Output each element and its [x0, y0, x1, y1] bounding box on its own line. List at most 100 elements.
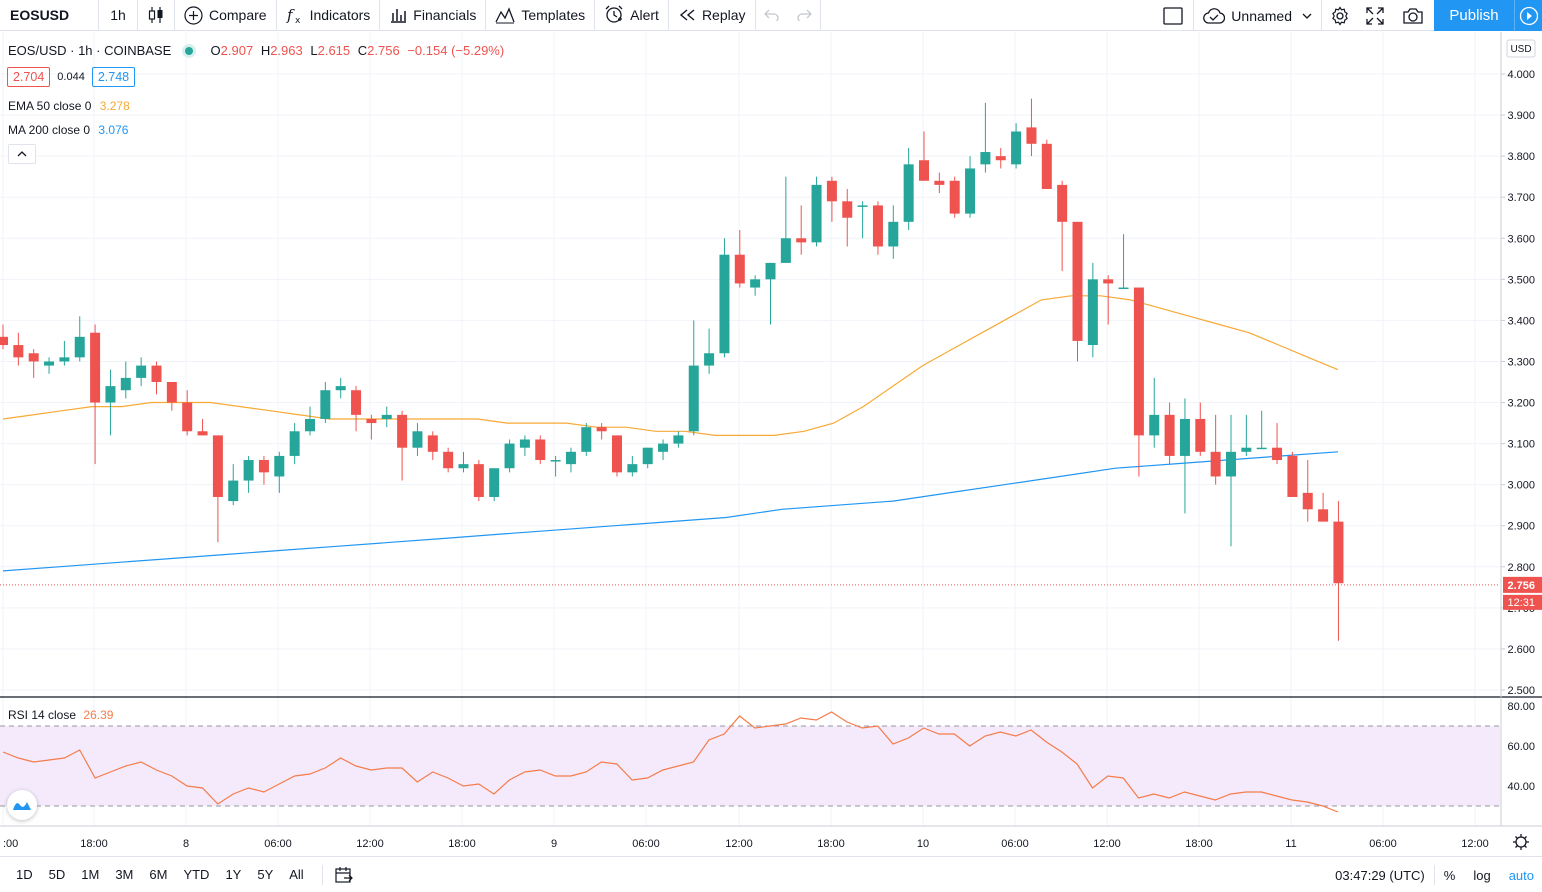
range-1m[interactable]: 1M — [81, 867, 100, 882]
price-chart[interactable]: 2.5002.6002.7002.8002.9003.0003.1003.200… — [0, 32, 1542, 855]
time-tick-label: 06:00 — [1369, 838, 1397, 850]
candle-body — [381, 414, 392, 419]
ema-legend[interactable]: EMA 50 close 0 3.278 — [8, 99, 130, 113]
undo-button[interactable] — [756, 0, 788, 31]
alarm-clock-icon — [605, 5, 623, 23]
currency-badge — [1506, 39, 1536, 58]
chevron-down-icon — [1302, 13, 1312, 19]
bid-button[interactable]: 2.704 — [7, 67, 51, 87]
ma-legend[interactable]: MA 200 close 0 3.076 — [8, 123, 128, 137]
fullscreen-button[interactable] — [1358, 0, 1392, 31]
range-5y[interactable]: 5Y — [257, 867, 274, 882]
symbol-search[interactable]: EOSUSD — [10, 7, 70, 23]
price-tick-label: 3.200 — [1507, 398, 1535, 410]
candle-body — [519, 439, 530, 448]
range-6m[interactable]: 6M — [149, 867, 168, 882]
collapse-legend-button[interactable] — [8, 144, 36, 164]
candle-body — [136, 365, 147, 378]
toolbar-right: Unnamed Publish — [1151, 0, 1542, 31]
range-all[interactable]: All — [289, 867, 304, 882]
ma-value: 3.076 — [98, 123, 129, 137]
publish-button[interactable]: Publish — [1434, 0, 1514, 31]
legend-title: EOS/USD · 1h · COINBASE — [8, 43, 172, 58]
redo-icon — [796, 9, 812, 21]
candle-body — [489, 468, 500, 497]
candle-body — [872, 205, 883, 247]
candle-body — [673, 435, 684, 444]
axis-settings-icon-spokes — [1513, 834, 1529, 850]
price-tick-label: 3.400 — [1507, 315, 1535, 327]
range-5d[interactable]: 5D — [48, 867, 66, 882]
calendar-arrow-icon — [335, 866, 353, 883]
time-tick-label: 10 — [917, 838, 929, 850]
candle-body — [734, 254, 745, 284]
time-tick-label: 18:00 — [448, 838, 476, 850]
fullscreen-square-button[interactable] — [1151, 0, 1193, 31]
candle-body — [335, 386, 346, 391]
financials-label: Financials — [413, 7, 477, 23]
ask-button[interactable]: 2.748 — [91, 67, 136, 87]
candle-body — [934, 180, 945, 185]
candles-icon — [148, 7, 163, 23]
close-value: 2.756 — [367, 43, 400, 58]
price-tick-label: 3.900 — [1507, 110, 1535, 122]
bar-chart-icon — [391, 9, 407, 23]
bottom-right: 03:47:29 (UTC) % log auto — [1326, 857, 1542, 892]
candle-body — [59, 357, 70, 362]
candle-body — [1041, 143, 1052, 189]
compare-label: Compare — [209, 7, 267, 23]
layout-menu[interactable]: Unnamed — [1194, 0, 1321, 31]
rsi-legend[interactable]: RSI 14 close 26.39 — [8, 708, 113, 722]
candle-body — [903, 164, 914, 222]
goto-date-button[interactable] — [323, 866, 365, 883]
candle-body — [1287, 455, 1298, 497]
chart-type-button[interactable] — [138, 0, 174, 31]
templates-icon — [495, 7, 515, 24]
candle-body — [1057, 184, 1068, 222]
auto-toggle[interactable]: auto — [1508, 867, 1534, 883]
percent-toggle[interactable]: % — [1443, 867, 1456, 883]
undo-icon — [763, 9, 779, 21]
utc-clock[interactable]: 03:47:29 (UTC) — [1335, 867, 1425, 883]
candle-body — [750, 279, 761, 288]
time-tick-label: 18:00 — [817, 838, 845, 850]
chevron-up-icon — [17, 151, 27, 157]
redo-button[interactable] — [788, 0, 820, 31]
range-1d[interactable]: 1D — [16, 867, 33, 882]
compare-button[interactable]: Compare — [175, 0, 276, 31]
logo-icon — [13, 802, 31, 810]
candle-body — [366, 418, 377, 424]
range-ytd[interactable]: YTD — [183, 867, 210, 882]
alert-button[interactable]: Alert — [595, 0, 668, 31]
candle-body — [888, 221, 899, 247]
stream-button[interactable] — [1514, 0, 1542, 31]
replay-button[interactable]: Replay — [669, 0, 755, 31]
templates-button[interactable]: Templates — [486, 0, 594, 31]
candle-body — [1103, 279, 1114, 284]
log-toggle[interactable]: log — [1473, 867, 1491, 883]
candle-body — [688, 365, 699, 432]
range-selector: 1D 5D 1M 3M 6M YTD 1Y 5Y All — [0, 867, 312, 882]
candle-body — [780, 238, 791, 263]
low-label: L — [310, 43, 318, 58]
range-1y[interactable]: 1Y — [225, 867, 242, 882]
range-3m[interactable]: 3M — [115, 867, 134, 882]
candle-body — [412, 431, 423, 448]
time-tick-label: 06:00 — [1001, 838, 1029, 850]
rsi-label: RSI 14 close — [8, 708, 77, 722]
candle-body — [274, 455, 285, 477]
candle-body — [0, 336, 8, 346]
replay-label: Replay — [701, 7, 746, 23]
divider — [321, 864, 323, 885]
candle-body — [151, 365, 162, 382]
tradingview-logo[interactable] — [7, 790, 37, 820]
interval-button[interactable]: 1h — [110, 7, 126, 23]
candle-body — [704, 353, 715, 366]
snapshot-button[interactable] — [1392, 0, 1434, 31]
candle-body — [535, 439, 546, 461]
financials-button[interactable]: Financials — [380, 0, 485, 31]
settings-button[interactable] — [1322, 0, 1358, 31]
ma-label: MA 200 close 0 — [8, 123, 91, 137]
ma200-line — [2, 451, 1339, 572]
